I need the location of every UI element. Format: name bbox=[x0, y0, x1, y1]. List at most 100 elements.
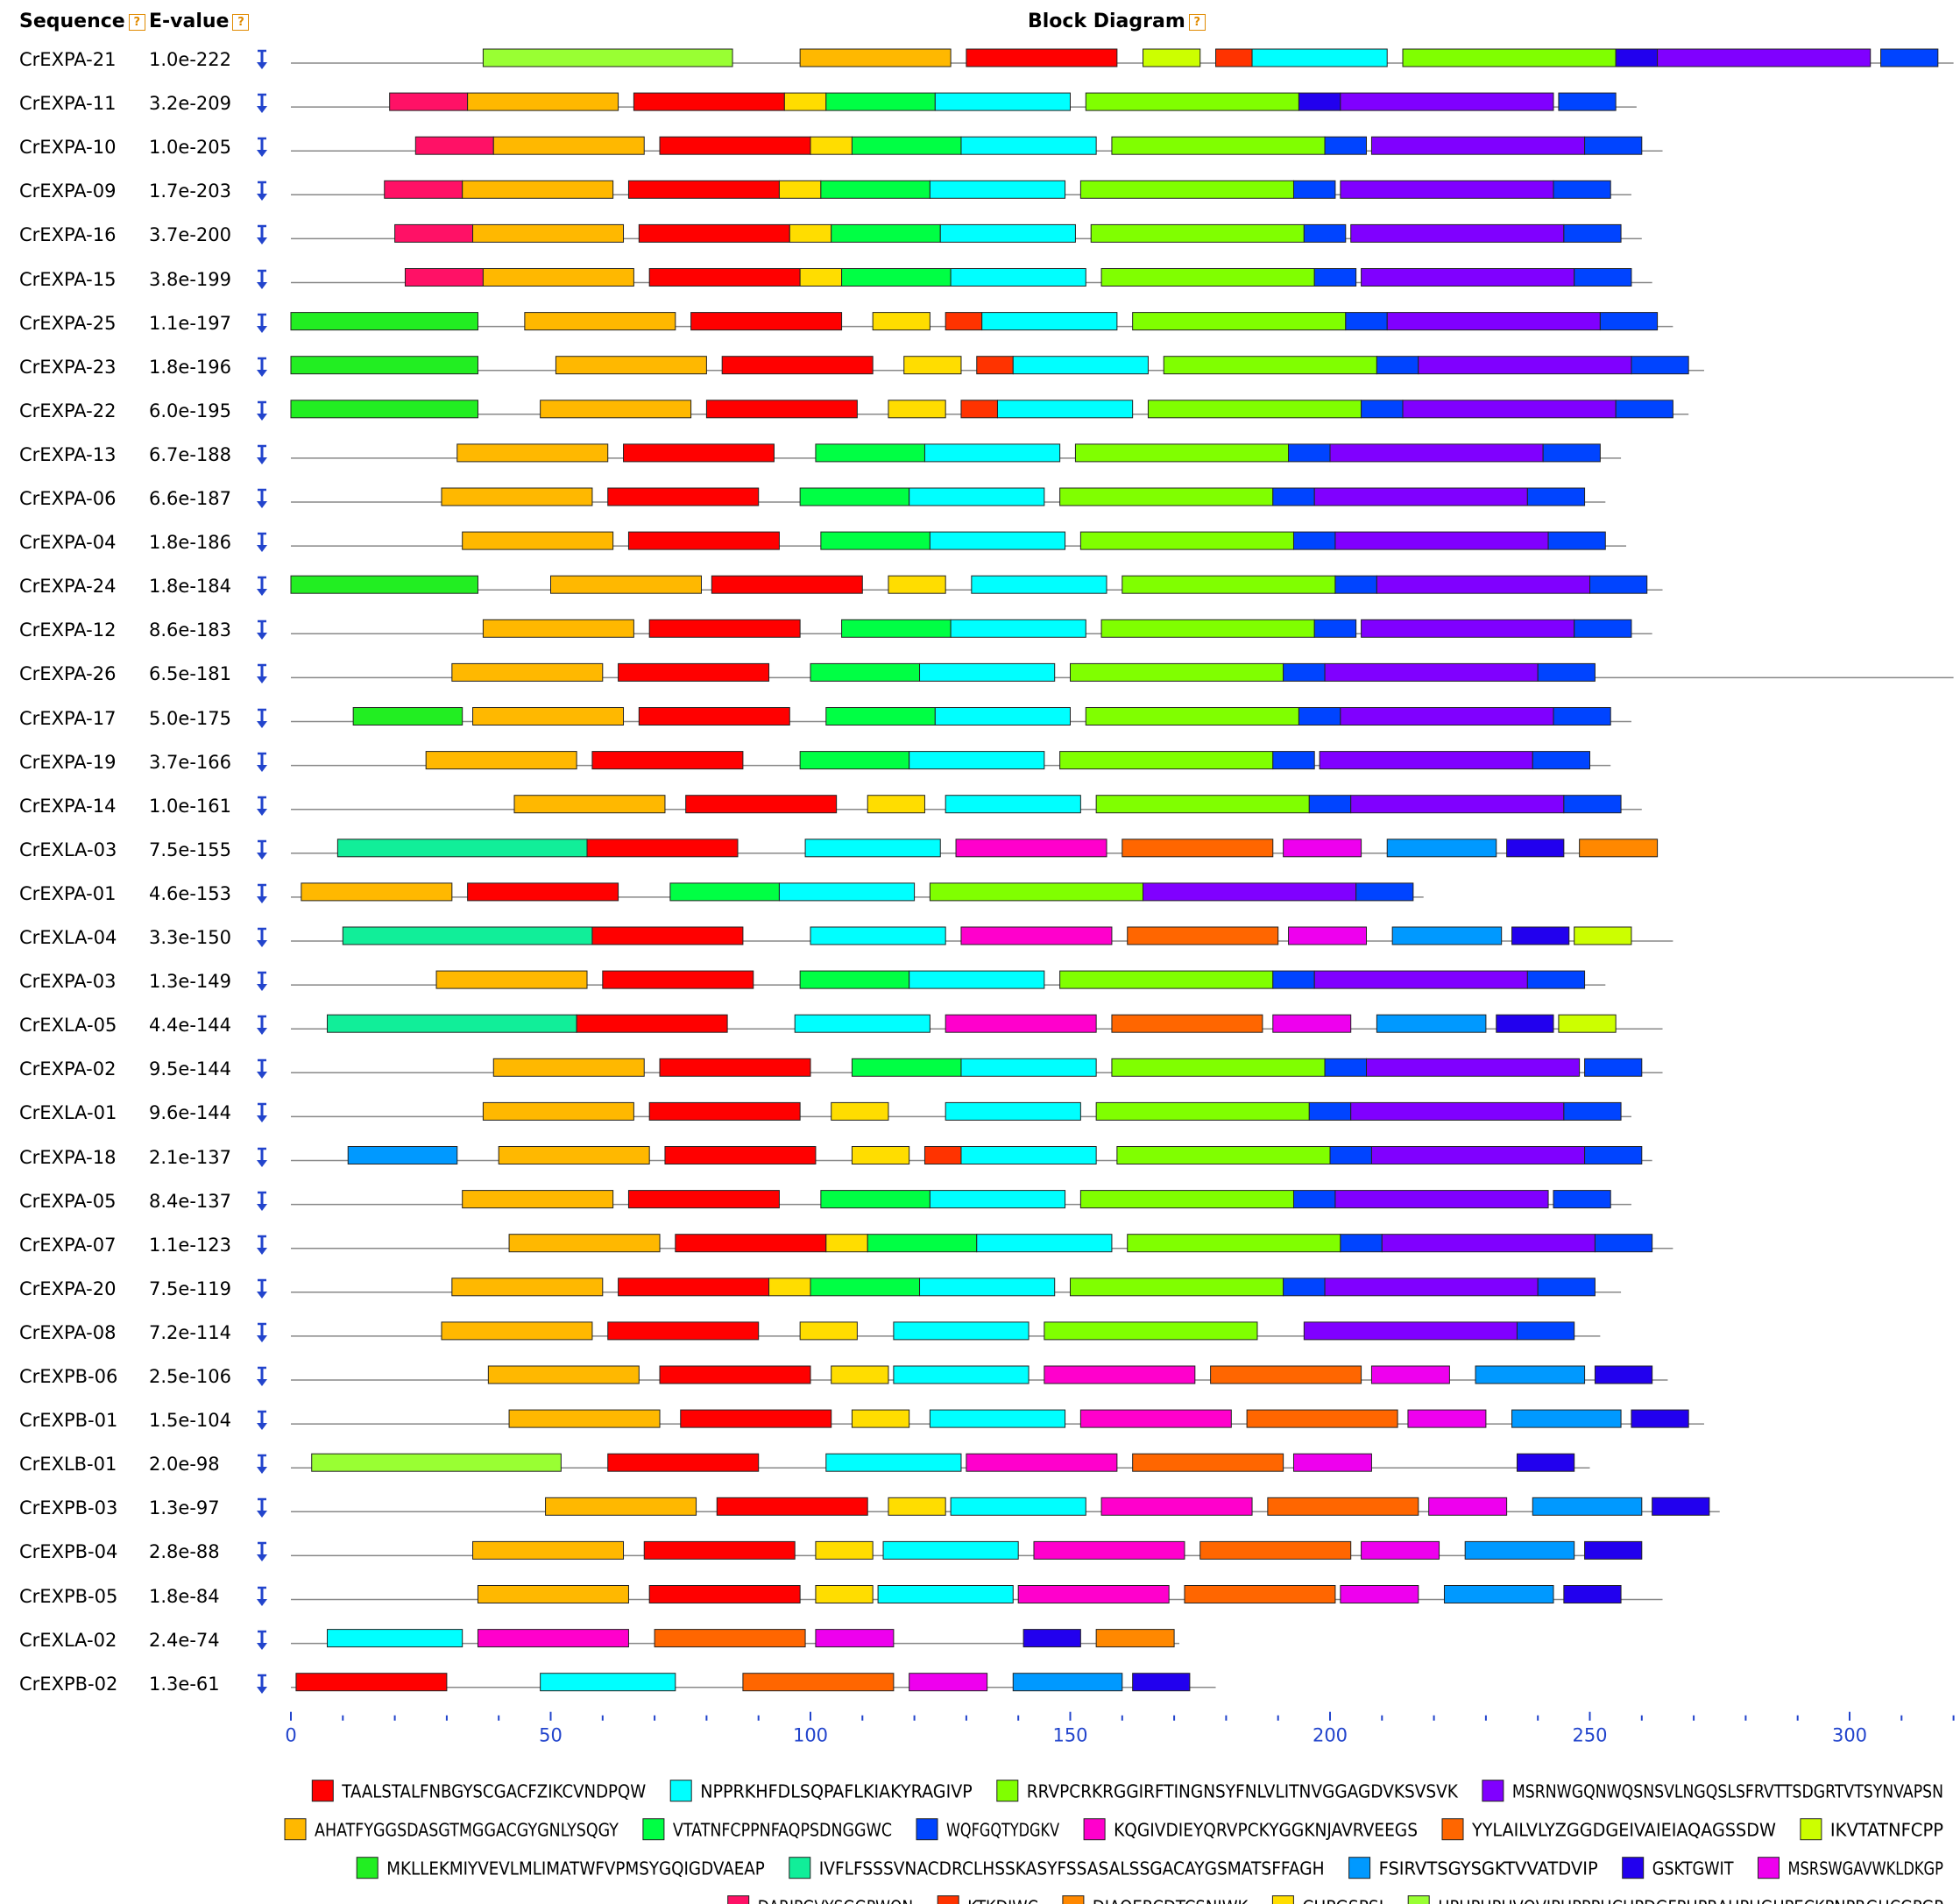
motif-block-m1 bbox=[648, 1101, 801, 1121]
download-icon[interactable] bbox=[252, 1101, 272, 1124]
download-icon[interactable] bbox=[252, 443, 272, 466]
download-icon[interactable] bbox=[252, 1014, 272, 1037]
download-icon[interactable] bbox=[252, 1321, 272, 1344]
download-icon[interactable] bbox=[252, 1190, 272, 1213]
legend-label: NPPRKHFDLSQPAFLKIAKYRAGIVP bbox=[700, 1781, 973, 1802]
motif-block-m3 bbox=[1095, 1101, 1310, 1121]
download-icon[interactable] bbox=[252, 400, 272, 422]
motif-block-m20 bbox=[311, 1453, 562, 1472]
sequence-name: CrEXPB-04 bbox=[19, 1541, 118, 1563]
download-icon[interactable] bbox=[252, 531, 272, 554]
motif-block-m8 bbox=[1079, 1409, 1232, 1428]
motif-block-m7 bbox=[1542, 443, 1601, 463]
download-icon[interactable] bbox=[252, 356, 272, 379]
sequence-evalue: 1.3e-97 bbox=[149, 1497, 220, 1519]
download-icon[interactable] bbox=[252, 92, 272, 115]
download-icon[interactable] bbox=[252, 926, 272, 949]
download-icon[interactable] bbox=[252, 1673, 272, 1695]
download-icon[interactable] bbox=[252, 795, 272, 818]
download-icon[interactable] bbox=[252, 662, 272, 685]
motif-block-m14 bbox=[1594, 1365, 1653, 1384]
motif-block-m7 bbox=[1361, 400, 1404, 419]
motif-block-m1 bbox=[685, 795, 838, 814]
download-icon[interactable] bbox=[252, 839, 272, 861]
motif-block-m4 bbox=[1381, 1234, 1596, 1253]
sequence-evalue: 2.5e-106 bbox=[149, 1366, 231, 1387]
motif-block-m6 bbox=[799, 751, 910, 770]
motif-block-m5 bbox=[482, 1101, 634, 1121]
motif-block-m10 bbox=[1143, 48, 1201, 67]
download-icon[interactable] bbox=[252, 223, 272, 246]
block-diagram-column-header: Block Diagram? bbox=[1028, 11, 1206, 32]
download-icon[interactable] bbox=[252, 1629, 272, 1652]
motif-block-m3 bbox=[1116, 1146, 1331, 1164]
download-icon[interactable] bbox=[252, 1540, 272, 1563]
axis-tick-label: 200 bbox=[1313, 1725, 1348, 1746]
legend-swatch-m2 bbox=[669, 1780, 692, 1802]
block-diagram-help-icon[interactable]: ? bbox=[1188, 14, 1206, 31]
download-icon[interactable] bbox=[252, 575, 272, 598]
sequence-evalue: 1.8e-196 bbox=[149, 356, 231, 378]
download-icon[interactable] bbox=[252, 1585, 272, 1608]
download-icon[interactable] bbox=[252, 136, 272, 159]
download-icon[interactable] bbox=[252, 1365, 272, 1388]
motif-block-m19 bbox=[872, 312, 930, 331]
motif-block-m14 bbox=[1563, 1585, 1622, 1603]
motif-block-m8 bbox=[1044, 1365, 1196, 1384]
download-icon[interactable] bbox=[252, 1409, 272, 1432]
download-icon[interactable] bbox=[252, 882, 272, 905]
motif-block-m1 bbox=[638, 707, 790, 726]
motif-block-m3 bbox=[1132, 312, 1347, 331]
motif-block-m1 bbox=[591, 751, 744, 770]
download-icon[interactable] bbox=[252, 487, 272, 510]
download-icon[interactable] bbox=[252, 1453, 272, 1476]
download-icon[interactable] bbox=[252, 1058, 272, 1080]
motif-block-m13 bbox=[1443, 1585, 1554, 1603]
motif-block-m9 bbox=[654, 1629, 806, 1648]
motif-block-m11 bbox=[290, 356, 478, 375]
motif-block-m7 bbox=[1615, 400, 1673, 419]
download-icon[interactable] bbox=[252, 970, 272, 993]
motif-block-m5 bbox=[482, 619, 634, 638]
motif-block-m1 bbox=[711, 575, 863, 594]
download-icon[interactable] bbox=[252, 180, 272, 202]
axis-tick-label: 0 bbox=[285, 1725, 296, 1746]
download-icon[interactable] bbox=[252, 1497, 272, 1519]
motif-block-m6 bbox=[851, 1058, 962, 1077]
download-icon[interactable] bbox=[252, 1146, 272, 1169]
motif-block-m2 bbox=[794, 1014, 930, 1033]
download-icon[interactable] bbox=[252, 707, 272, 730]
download-icon[interactable] bbox=[252, 48, 272, 71]
sequence-name: CrEXPA-18 bbox=[19, 1146, 117, 1168]
download-icon[interactable] bbox=[252, 751, 272, 774]
download-icon[interactable] bbox=[252, 619, 272, 641]
motif-block-m3 bbox=[1127, 1234, 1341, 1253]
motif-block-m1 bbox=[664, 1146, 817, 1164]
motif-block-m2 bbox=[923, 443, 1061, 463]
motif-block-m2 bbox=[929, 1190, 1066, 1209]
motif-block-m7 bbox=[1526, 487, 1586, 506]
download-icon[interactable] bbox=[252, 1234, 272, 1256]
motif-block-m1 bbox=[618, 662, 770, 682]
sequence-help-icon[interactable]: ? bbox=[128, 14, 145, 31]
motif-block-m10 bbox=[1558, 1014, 1617, 1033]
motif-block-m15 bbox=[1340, 1585, 1419, 1603]
motif-block-m2 bbox=[934, 707, 1071, 726]
motif-block-m2 bbox=[996, 400, 1134, 419]
legend-label: DIAQERCDTCSNIWK bbox=[1093, 1897, 1249, 1904]
download-icon[interactable] bbox=[252, 268, 272, 291]
motif-block-m4 bbox=[1402, 400, 1617, 419]
download-icon[interactable] bbox=[252, 312, 272, 335]
motif-block-m2 bbox=[929, 180, 1066, 199]
sequence-evalue: 6.6e-187 bbox=[149, 488, 231, 509]
evalue-help-icon[interactable]: ? bbox=[232, 14, 250, 31]
motif-block-m5 bbox=[441, 1321, 593, 1341]
motif-block-m1 bbox=[295, 1673, 448, 1692]
axis-tick-label: 50 bbox=[539, 1725, 563, 1746]
motif-block-m15 bbox=[1428, 1497, 1508, 1516]
motif-block-m7 bbox=[1537, 1278, 1596, 1297]
motif-block-m4 bbox=[1370, 1146, 1586, 1164]
download-icon[interactable] bbox=[252, 1278, 272, 1300]
legend-swatch-m10 bbox=[1800, 1818, 1822, 1841]
motif-block-m2 bbox=[950, 1497, 1086, 1516]
